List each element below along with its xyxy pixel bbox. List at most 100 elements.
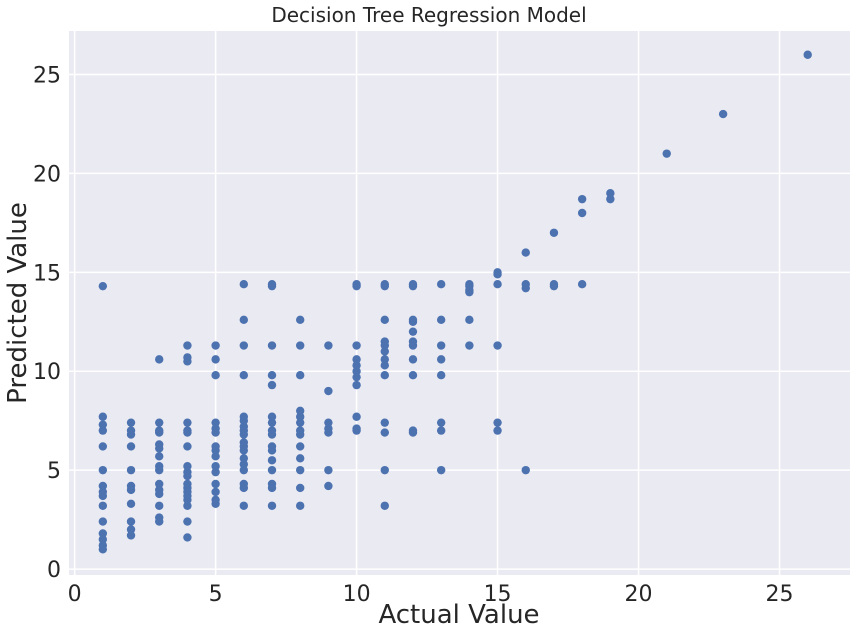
data-point [183, 517, 192, 526]
data-point [718, 109, 728, 119]
data-point [155, 501, 164, 510]
y-tick-label: 20 [33, 162, 61, 187]
x-tick-label: 5 [209, 582, 223, 607]
data-point [126, 499, 136, 508]
data-point [436, 465, 446, 475]
data-point [324, 424, 333, 433]
data-point [295, 442, 305, 451]
data-point [295, 454, 305, 463]
data-point [324, 418, 333, 427]
data-point [577, 208, 587, 218]
data-point [493, 341, 502, 350]
data-point [211, 467, 220, 477]
data-point [465, 280, 474, 289]
data-point [239, 454, 249, 463]
data-point [267, 426, 277, 435]
y-tick-label: 15 [33, 261, 61, 286]
data-point [549, 280, 559, 289]
data-point [352, 424, 361, 433]
data-point [267, 418, 277, 427]
data-point [98, 501, 108, 510]
data-point [126, 517, 136, 526]
data-point [606, 194, 615, 204]
data-point [662, 149, 671, 158]
data-point [465, 315, 474, 325]
data-point [295, 501, 305, 510]
chart-title: Decision Tree Regression Model [271, 3, 586, 27]
data-point [183, 418, 192, 427]
data-point [126, 481, 136, 491]
data-point [493, 418, 502, 427]
data-point [295, 406, 305, 416]
data-point [155, 440, 164, 449]
data-point [211, 341, 220, 350]
data-point [267, 456, 277, 465]
data-point [295, 341, 305, 350]
data-point [211, 418, 220, 427]
x-tick-label: 20 [625, 582, 653, 607]
data-point [239, 412, 249, 421]
data-point [211, 371, 220, 380]
data-point [183, 353, 192, 362]
data-point [352, 412, 361, 421]
data-point [803, 50, 812, 59]
data-point [267, 380, 277, 390]
data-point [408, 337, 418, 346]
data-point [211, 495, 220, 505]
data-point [408, 315, 418, 325]
data-point [436, 280, 446, 289]
data-point [239, 501, 249, 510]
x-axis-label: Actual Value [378, 600, 539, 630]
data-point [436, 315, 446, 325]
data-point [98, 541, 108, 550]
data-point [126, 418, 136, 427]
data-point [267, 280, 277, 289]
data-point [211, 355, 220, 364]
data-point [521, 465, 530, 475]
data-point [183, 462, 192, 471]
data-point [324, 341, 333, 350]
data-point [155, 513, 164, 522]
data-point [521, 248, 530, 257]
grid [69, 31, 850, 575]
data-point [324, 386, 333, 396]
data-point [436, 426, 446, 435]
data-point [267, 501, 277, 510]
data-point [98, 465, 108, 475]
data-point [155, 418, 164, 427]
data-point [126, 426, 136, 435]
data-point [408, 327, 418, 336]
data-point [183, 341, 192, 350]
data-point [239, 438, 249, 447]
data-point [465, 341, 474, 350]
y-tick-label: 5 [47, 459, 61, 484]
data-point [211, 479, 220, 489]
data-point [211, 452, 220, 461]
x-tick-label: 10 [343, 582, 371, 607]
data-point [295, 315, 305, 325]
plot-area [69, 31, 850, 575]
data-point [521, 280, 530, 289]
data-point [380, 361, 389, 370]
data-point [295, 483, 305, 493]
data-point [380, 347, 389, 356]
data-point [211, 462, 220, 471]
data-point [295, 418, 305, 427]
data-point [155, 452, 164, 461]
data-points [98, 50, 812, 554]
data-point [267, 371, 277, 380]
data-point [352, 367, 361, 376]
data-point [211, 424, 220, 433]
data-point [155, 462, 164, 471]
data-point [267, 412, 277, 421]
data-point [239, 422, 249, 431]
data-point [126, 465, 136, 475]
data-point [295, 371, 305, 380]
data-point [211, 442, 220, 451]
data-point [295, 412, 305, 421]
data-point [126, 442, 136, 451]
data-point [436, 341, 446, 350]
data-point [408, 355, 418, 364]
data-point [380, 428, 389, 437]
data-point [295, 426, 305, 435]
